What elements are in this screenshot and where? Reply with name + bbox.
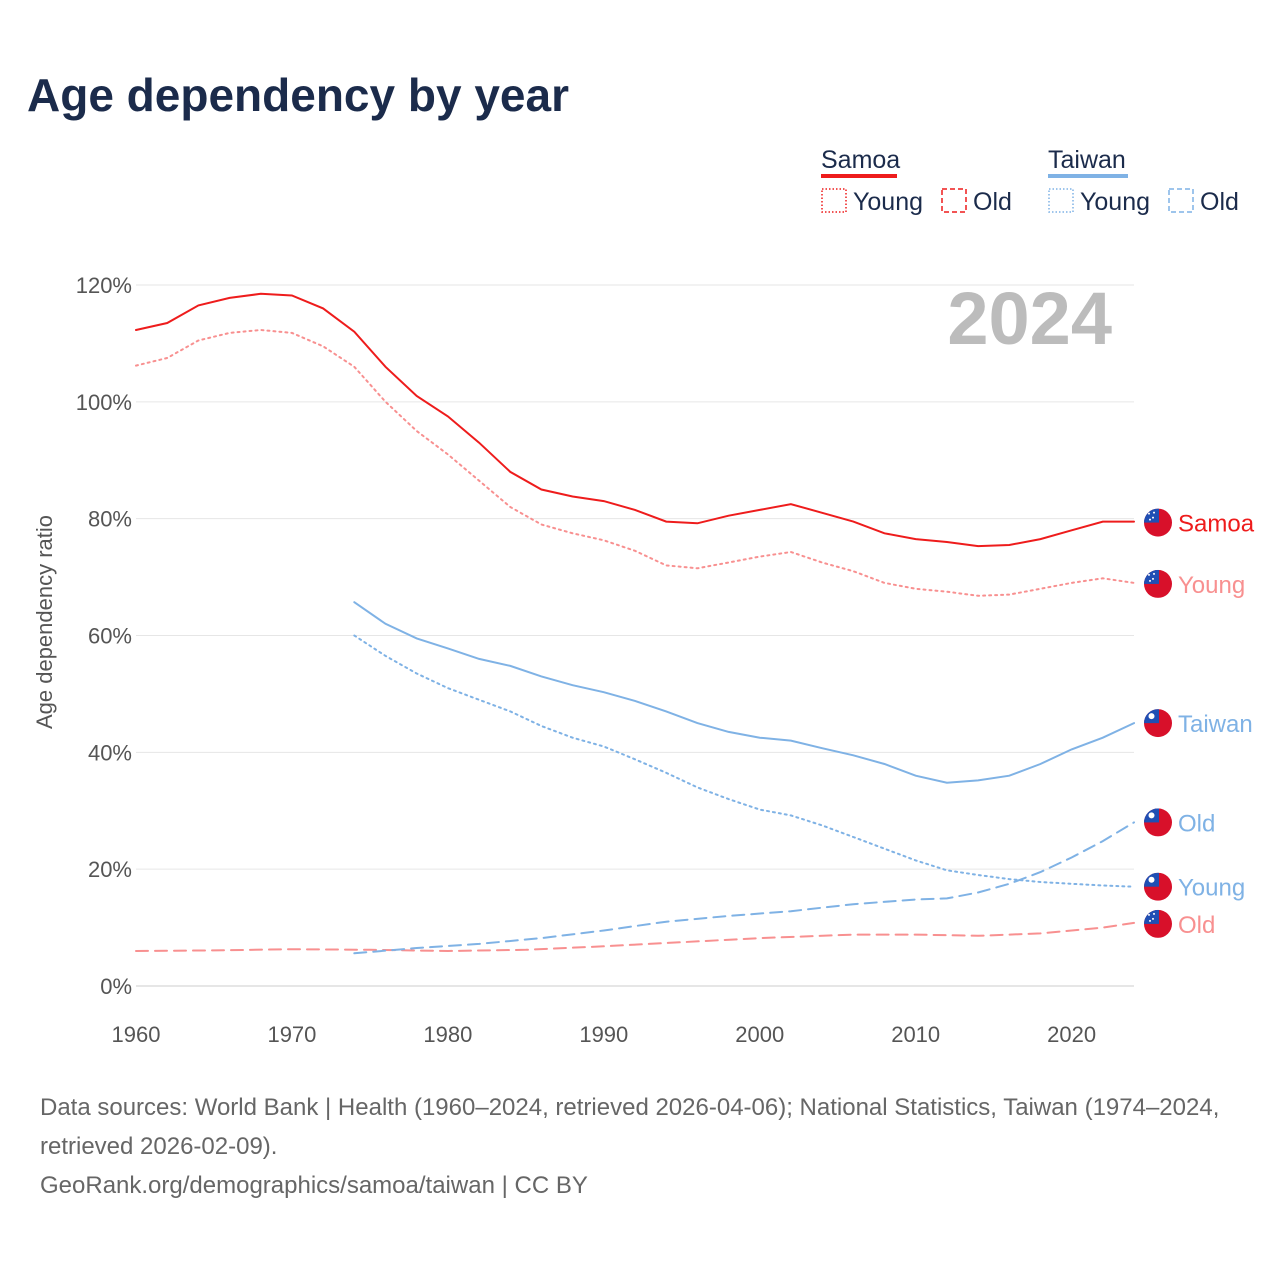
series-line-taiwan-old [353, 821, 1135, 955]
legend-group-samoa: Samoa [821, 146, 900, 174]
x-tick-label: 1960 [112, 1022, 161, 1047]
x-tick-label: 1980 [423, 1022, 472, 1047]
y-tick-label: 80% [88, 507, 132, 532]
legend-swatch-old [941, 188, 967, 213]
end-label-taiwan-total: Taiwan [1178, 711, 1253, 738]
end-label-samoa-young: Young [1178, 572, 1245, 599]
x-tick-label: 2020 [1047, 1022, 1096, 1047]
x-tick-label: 2010 [891, 1022, 940, 1047]
taiwan-flag-icon [1144, 872, 1172, 901]
y-tick-label: 20% [88, 857, 132, 882]
taiwan-flag-icon [1144, 709, 1172, 738]
year-label: 2024 [947, 277, 1112, 360]
samoa-flag-icon [1144, 909, 1172, 938]
y-tick-label: 120% [76, 273, 132, 298]
taiwan-flag-icon [1144, 808, 1172, 837]
samoa-flag-icon [1144, 508, 1172, 537]
y-tick-label: 0% [100, 974, 132, 999]
x-tick-label: 2000 [735, 1022, 784, 1047]
y-tick-label: 40% [88, 740, 132, 765]
legend-item-young: Young [1080, 188, 1150, 216]
series-line-taiwan-total [353, 601, 1135, 784]
chart-title: Age dependency by year [27, 69, 569, 121]
series-line-samoa-total [135, 292, 1135, 548]
legend-swatch-young [1048, 188, 1074, 213]
legend-group-taiwan: Taiwan [1048, 146, 1126, 174]
source-link[interactable]: GeoRank.org/demographics/samoa/taiwan | … [40, 1172, 588, 1199]
legend-swatch-old [1168, 188, 1194, 213]
series-line-samoa-old [135, 921, 1135, 953]
footer: Data sources: World Bank | Health (1960–… [40, 1088, 1260, 1205]
end-label-samoa-old: Old [1178, 912, 1215, 939]
end-label-taiwan-old: Old [1178, 810, 1215, 837]
legend-item-old: Old [1200, 188, 1239, 216]
legend-item-old: Old [973, 188, 1012, 216]
series-line-taiwan-young [353, 634, 1135, 888]
y-tick-label: 100% [76, 390, 132, 415]
x-tick-label: 1970 [267, 1022, 316, 1047]
x-tick-label: 1990 [579, 1022, 628, 1047]
samoa-flag-icon [1144, 569, 1172, 598]
end-label-samoa-total: Samoa [1178, 511, 1255, 538]
end-label-taiwan-young: Young [1178, 875, 1245, 902]
y-tick-label: 60% [88, 624, 132, 649]
y-axis-label: Age dependency ratio [32, 515, 57, 729]
legend-swatch-young [821, 188, 847, 213]
data-sources: Data sources: World Bank | Health (1960–… [40, 1094, 1220, 1160]
series-line-samoa-young [135, 328, 1135, 597]
legend-item-young: Young [853, 188, 923, 216]
